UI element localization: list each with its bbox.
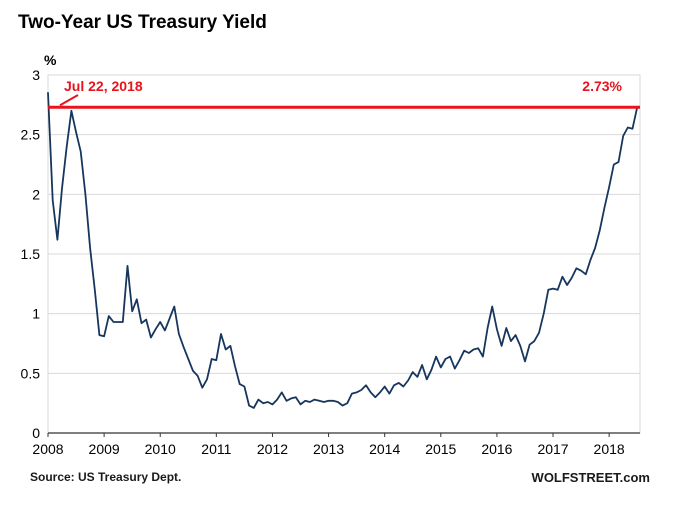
x-tick-label: 2016 [481, 441, 512, 457]
watermark: WOLFSTREET.com [531, 470, 650, 485]
x-tick-label: 2011 [201, 441, 231, 457]
chart-title: Two-Year US Treasury Yield [18, 12, 267, 33]
x-tick-label: 2013 [313, 441, 344, 457]
x-tick-label: 2017 [537, 441, 568, 457]
annotation-date-label: Jul 22, 2018 [64, 78, 143, 94]
x-tick-label: 2014 [369, 441, 400, 457]
annotation-pointer-line [59, 94, 79, 107]
y-tick-label: 2.5 [21, 127, 41, 143]
y-tick-label: 0.5 [21, 365, 41, 381]
yield-series-line [47, 92, 639, 409]
y-tick-label: 2 [32, 186, 40, 202]
x-tick-label: 2009 [89, 441, 120, 457]
x-tick-label: 2015 [425, 441, 456, 457]
y-tick-label: 0 [32, 425, 40, 441]
x-tick-label: 2018 [594, 441, 625, 457]
x-tick-label: 2010 [145, 441, 176, 457]
yield-chart-svg: 0 0.5 1 1.5 2 2.5 3 2008 2009 2010 2011 2012 2013 201… [21, 67, 641, 457]
y-tick-label: 1 [32, 306, 40, 322]
x-tick-label: 2012 [257, 441, 288, 457]
annotation-value-label: 2.73% [582, 78, 622, 94]
y-axis-unit-label: % [44, 52, 57, 68]
x-tick-label: 2008 [32, 441, 63, 457]
y-tick-label: 3 [32, 67, 40, 83]
source-note: Source: US Treasury Dept. [30, 470, 182, 484]
y-tick-label: 1.5 [21, 246, 41, 262]
